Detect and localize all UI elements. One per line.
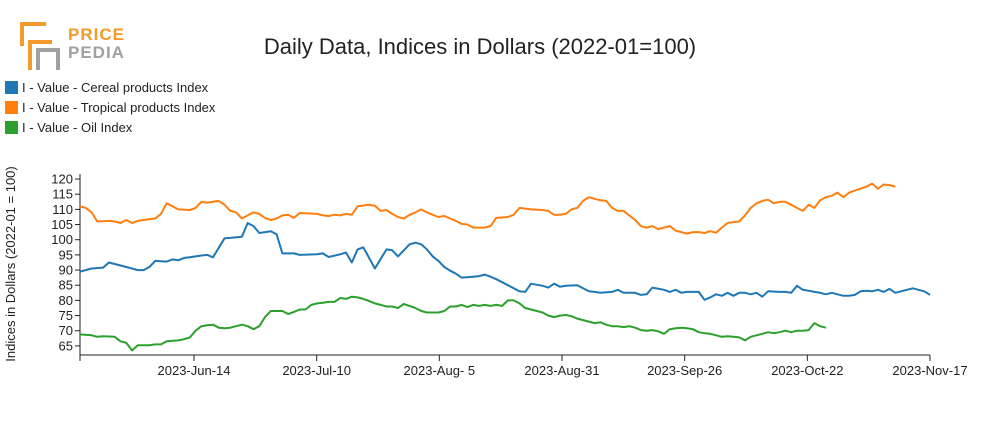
y-axis-label: Indices in Dollars (2022-01 = 100) xyxy=(3,166,18,361)
y-tick-label-70: 70 xyxy=(59,323,73,338)
series-line-cereal xyxy=(79,222,931,301)
legend: I - Value - Cereal products Index I - Val… xyxy=(5,80,216,135)
legend-swatch-oil xyxy=(5,121,18,134)
logo-mark-middle xyxy=(28,40,52,70)
y-tick-label-80: 80 xyxy=(59,293,73,308)
y-tick-label-95: 95 xyxy=(59,247,73,262)
x-tick-label-6: 2023-Nov-17 xyxy=(892,363,967,378)
x-tick-label-2: 2023-Aug- 5 xyxy=(404,363,476,378)
y-tick-label-100: 100 xyxy=(51,232,73,247)
pricepedia-logo: PRICE PEDIA xyxy=(20,22,125,70)
logo-mark-inner xyxy=(36,48,60,70)
x-tick-label-4: 2023-Sep-26 xyxy=(647,363,722,378)
y-tick-label-115: 115 xyxy=(52,187,73,202)
series-lines xyxy=(79,182,931,352)
logo-text-top: PRICE xyxy=(68,25,125,44)
legend-label-tropical: I - Value - Tropical products Index xyxy=(22,100,216,115)
x-tick-label-1: 2023-Jul-10 xyxy=(282,363,351,378)
legend-label-cereal: I - Value - Cereal products Index xyxy=(22,80,209,95)
legend-swatch-cereal xyxy=(5,81,18,94)
logo-mark-outer xyxy=(20,22,46,46)
y-tick-label-75: 75 xyxy=(59,308,73,323)
y-tick-label-85: 85 xyxy=(59,278,73,293)
x-tick-label-0: 2023-Jun-14 xyxy=(158,363,231,378)
y-tick-label-65: 65 xyxy=(59,338,73,353)
logo-text-bottom: PEDIA xyxy=(68,43,125,62)
series-line-oil xyxy=(79,295,827,352)
legend-label-oil: I - Value - Oil Index xyxy=(22,120,133,135)
y-tick-label-110: 110 xyxy=(52,202,73,217)
legend-swatch-tropical xyxy=(5,101,18,114)
x-tick-label-3: 2023-Aug-31 xyxy=(524,363,599,378)
x-tick-label-5: 2023-Oct-22 xyxy=(771,363,843,378)
series-line-tropical xyxy=(79,182,896,235)
y-tick-label-105: 105 xyxy=(51,217,73,232)
chart-title: Daily Data, Indices in Dollars (2022-01=… xyxy=(264,34,696,59)
y-tick-label-120: 120 xyxy=(51,172,73,187)
y-tick-label-90: 90 xyxy=(59,263,73,278)
